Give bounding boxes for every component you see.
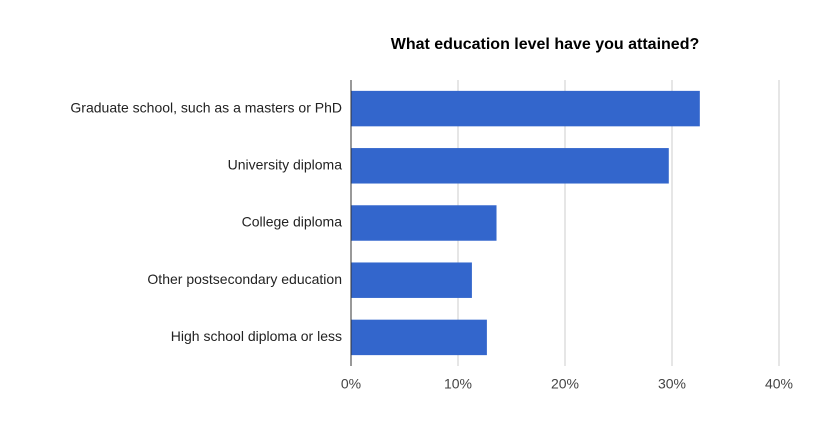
x-tick-label: 30%	[658, 376, 686, 392]
x-tick-label: 40%	[765, 376, 793, 392]
chart-title: What education level have you attained?	[391, 36, 700, 53]
y-tick-label: High school diploma or less	[171, 328, 342, 344]
bar	[351, 319, 487, 356]
y-tick-label: Graduate school, such as a masters or Ph…	[70, 99, 342, 115]
x-tick-label: 0%	[341, 376, 361, 392]
y-tick-label: University diploma	[228, 157, 343, 173]
bar	[351, 90, 700, 127]
bar	[351, 148, 669, 184]
bar	[351, 262, 472, 298]
x-tick-label: 20%	[551, 376, 579, 392]
bar	[351, 205, 497, 241]
x-tick-label: 10%	[444, 376, 472, 392]
y-tick-label: Other postsecondary education	[147, 271, 342, 287]
y-tick-label: College diploma	[242, 214, 343, 230]
